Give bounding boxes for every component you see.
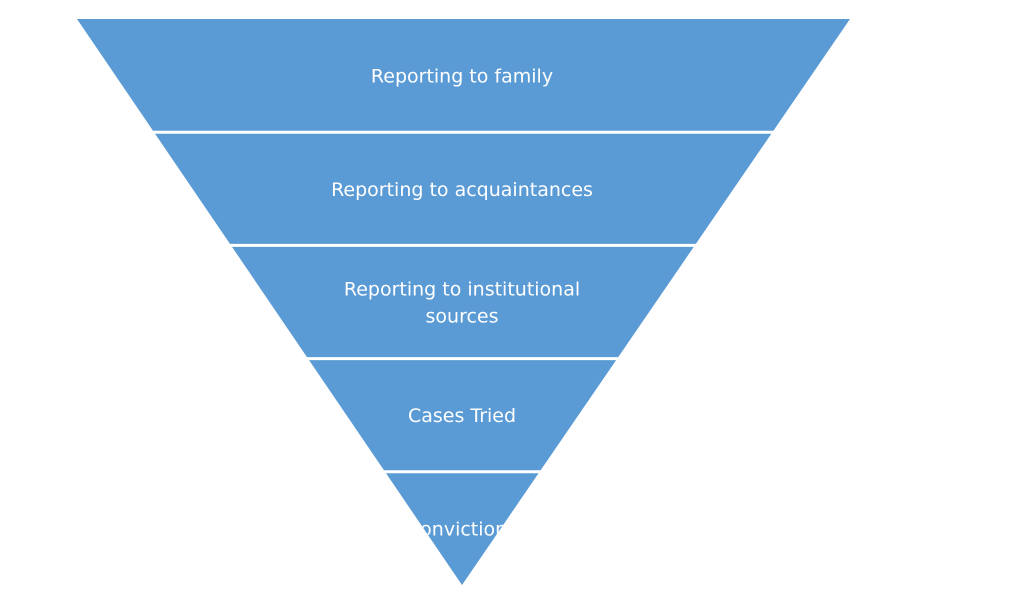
funnel-label-line: Convictions xyxy=(407,518,517,540)
funnel-level-2 xyxy=(155,133,772,244)
funnel-level-5 xyxy=(386,473,539,585)
funnel-level-1 xyxy=(77,19,850,131)
funnel-level-label: Reporting to institutional sources xyxy=(344,279,580,328)
funnel-level-3 xyxy=(232,246,694,358)
funnel-label-line: Cases Tried xyxy=(408,405,516,427)
funnel-level-label: Convictions xyxy=(407,518,517,540)
funnel-level-4 xyxy=(309,360,617,471)
funnel-label-line: sources xyxy=(426,306,499,328)
funnel-level-label: Cases Tried xyxy=(408,405,516,427)
funnel-label-line: Reporting to institutional xyxy=(344,279,580,301)
funnel-label-line: Reporting to family xyxy=(371,66,553,88)
funnel-label-line: Reporting to acquaintances xyxy=(331,179,593,201)
funnel-level-label: Reporting to family xyxy=(371,66,553,88)
funnel-level-label: Reporting to acquaintances xyxy=(331,179,593,201)
